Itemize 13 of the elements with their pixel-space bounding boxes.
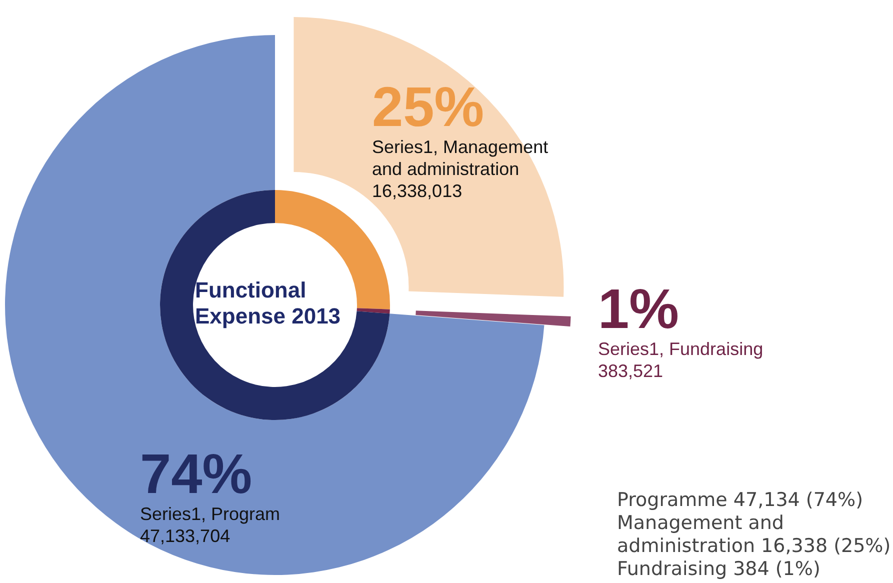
data-label: 47,133,704 bbox=[140, 525, 232, 547]
text: 25% bbox=[372, 75, 484, 138]
text: 74% bbox=[140, 442, 252, 505]
text: Fundraising 384 (1%) bbox=[617, 558, 822, 581]
data-label: 383,521 bbox=[598, 360, 664, 382]
slice-label: Series1, Program bbox=[140, 503, 282, 525]
text: 1% bbox=[598, 277, 679, 340]
text: Management and administration 16,338 (25%) bbox=[617, 512, 891, 558]
text: Programme 47,134 (74%) bbox=[617, 489, 864, 512]
slice-label: Series1, Fundraising bbox=[598, 338, 764, 360]
slice-label: Series1, Management and administration bbox=[372, 136, 550, 180]
data-label: 16,338,013 bbox=[372, 180, 464, 202]
text: Functional Expense 2013 bbox=[195, 278, 341, 328]
